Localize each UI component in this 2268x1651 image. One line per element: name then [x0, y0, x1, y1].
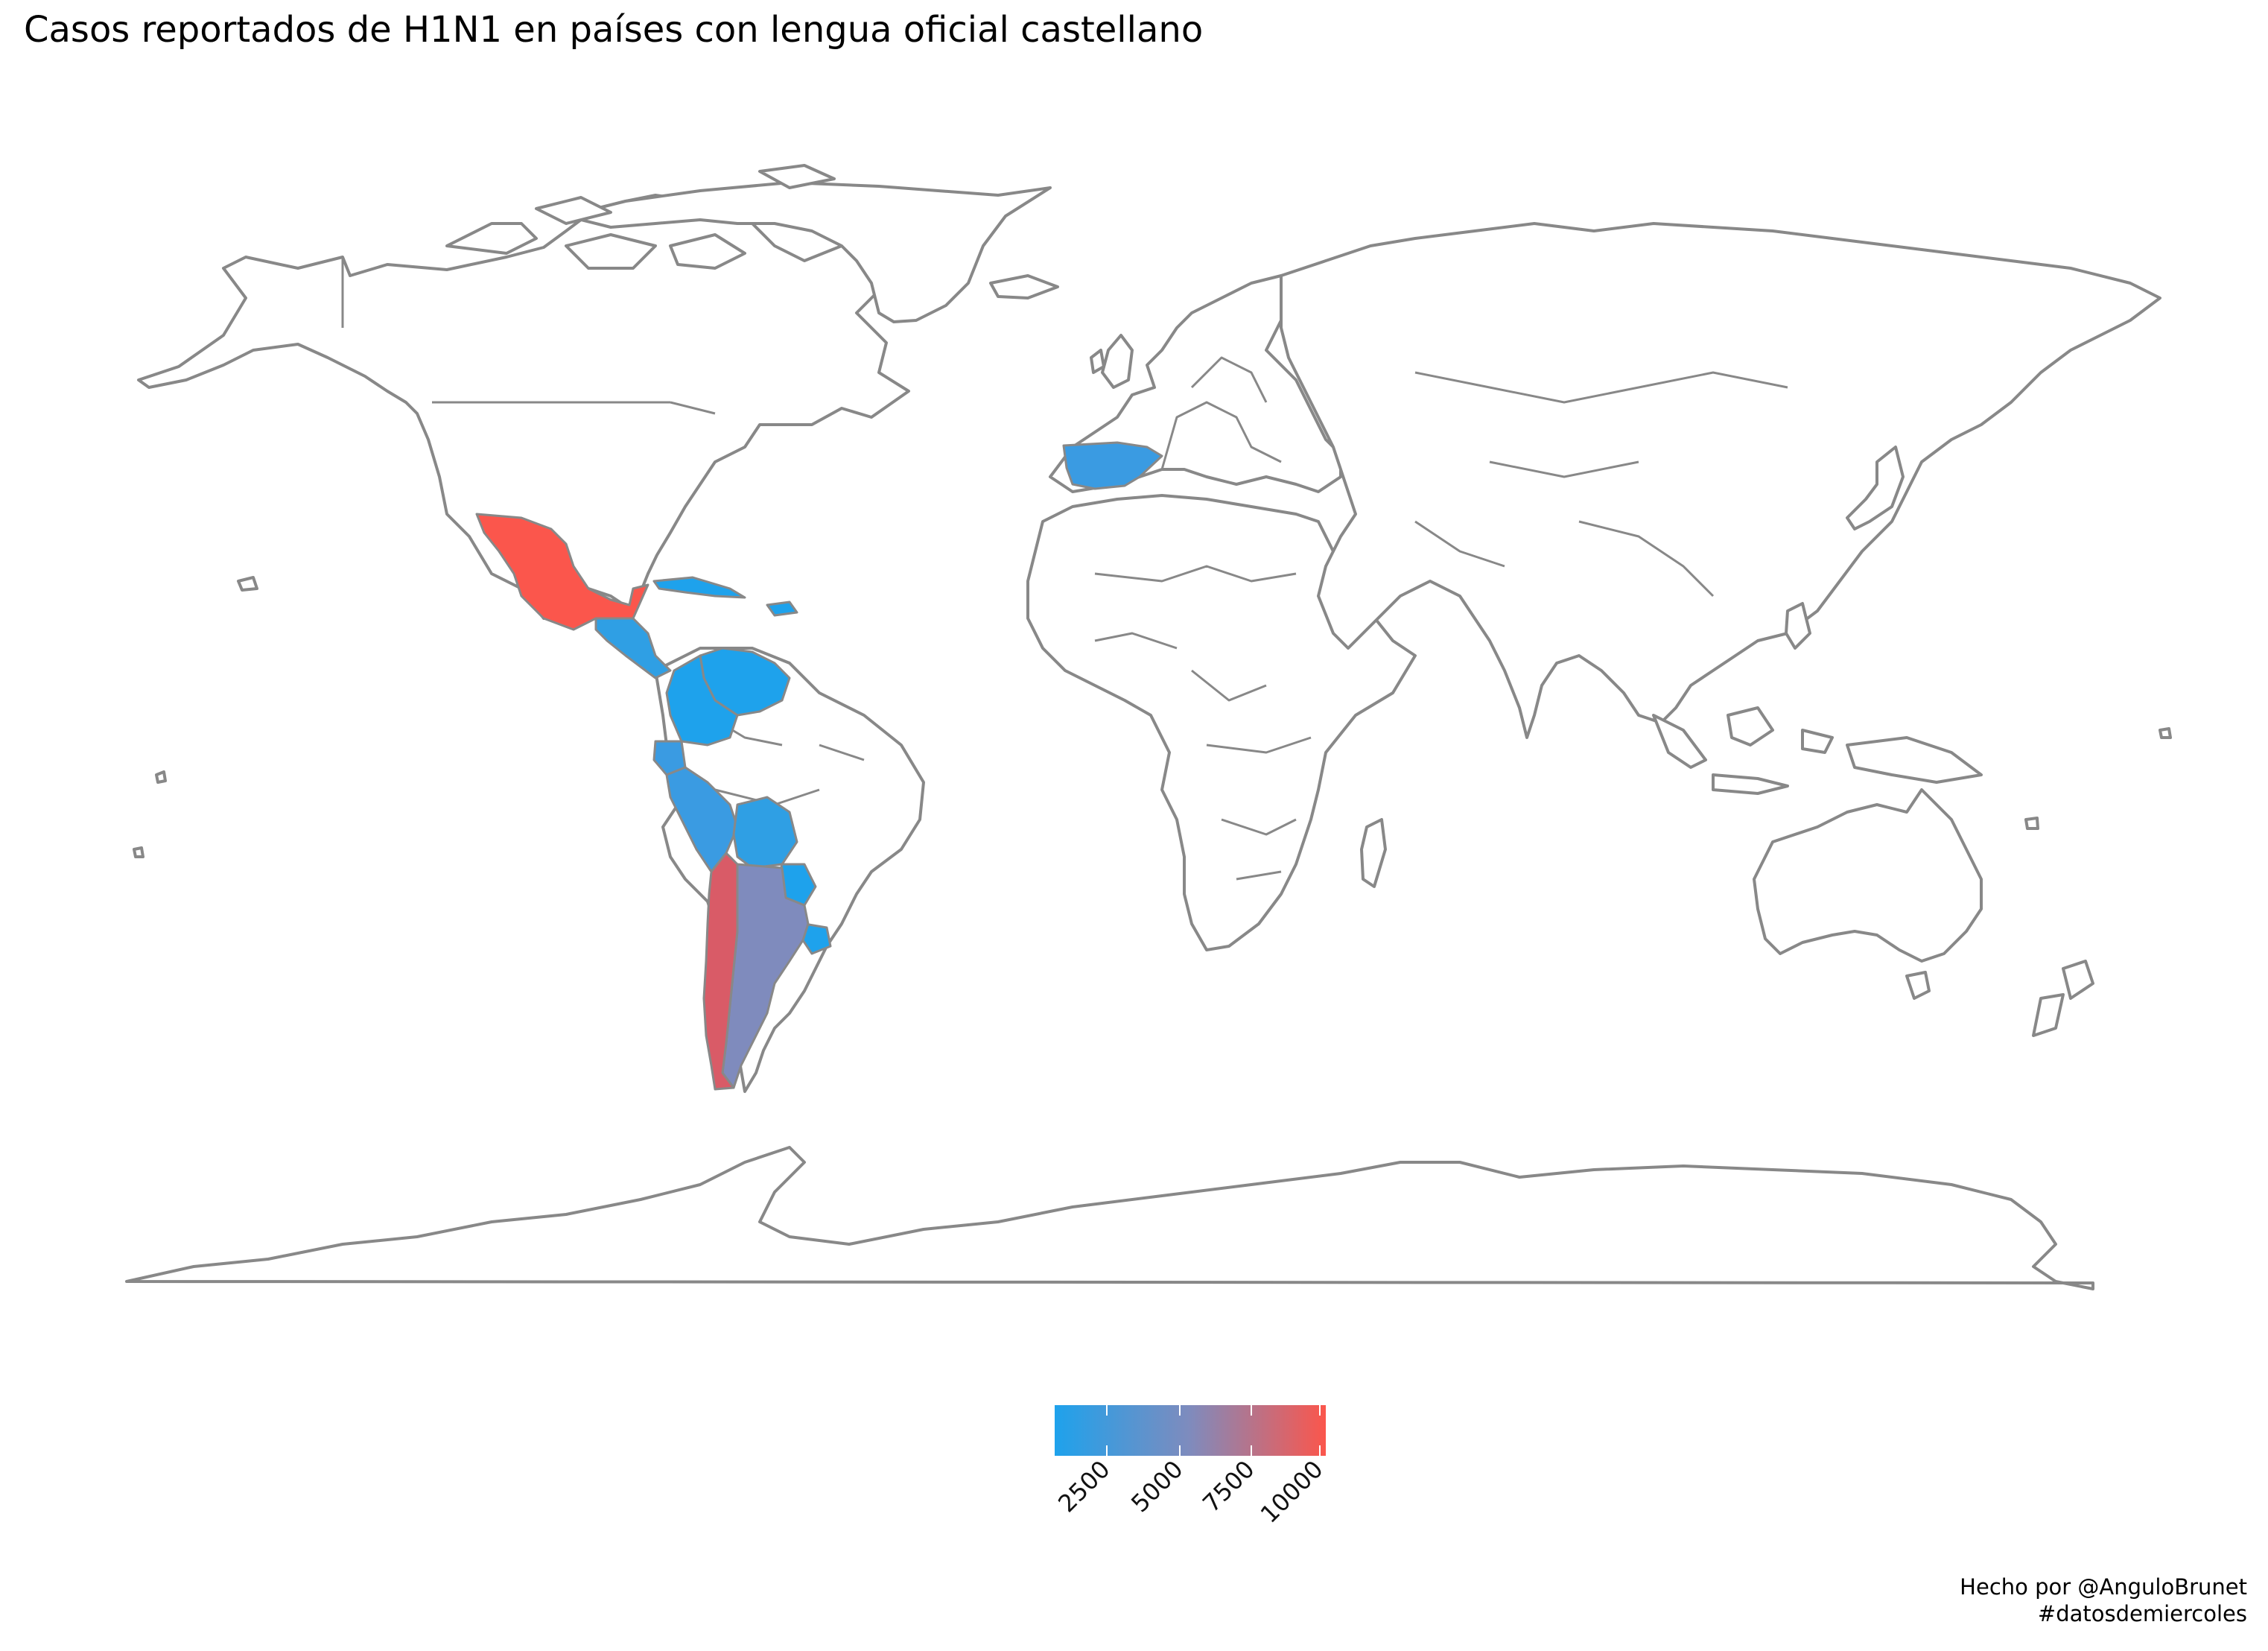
country-borders [341, 257, 1788, 881]
japan [1846, 446, 1905, 530]
legend-tick-label: 7500 [1197, 1455, 1260, 1518]
chart-title: Casos reportados de H1N1 en países con l… [24, 9, 1204, 51]
legend-gradient-bar [1055, 1405, 1326, 1456]
australia [1753, 788, 1983, 963]
legend-tick-label: 10000 [1255, 1455, 1329, 1529]
british-isles [989, 274, 1134, 389]
country-spain [1062, 441, 1163, 490]
arctic-islands [445, 164, 836, 270]
country-colombia [665, 654, 739, 747]
tasmania [1905, 971, 1931, 1000]
credit-hashtag: #datosdemiercoles [2037, 1601, 2247, 1626]
country-central-america [594, 617, 672, 679]
greenland [565, 181, 1052, 323]
color-legend: 2500 5000 7500 10000 [1052, 1405, 1329, 1529]
new-zealand [2032, 960, 2094, 1037]
africa-landmass [1026, 494, 1417, 951]
pacific-islands [133, 576, 2172, 858]
legend-tick-label: 5000 [1125, 1455, 1188, 1518]
asia-landmass [1280, 222, 2161, 739]
legend-tick-label: 2500 [1052, 1455, 1115, 1518]
country-mexico [475, 513, 649, 631]
country-chile [702, 852, 739, 1091]
antarctica [125, 1146, 2094, 1290]
credit-author: Hecho por @AnguloBrunet [1960, 1574, 2247, 1600]
southeast-asia-islands [1652, 602, 1983, 795]
legend-tick-marks [1106, 1405, 1321, 1456]
madagascar [1360, 818, 1387, 888]
country-dominican-republic [766, 600, 798, 617]
north-america-landmass [137, 194, 910, 620]
country-cuba [652, 576, 746, 599]
